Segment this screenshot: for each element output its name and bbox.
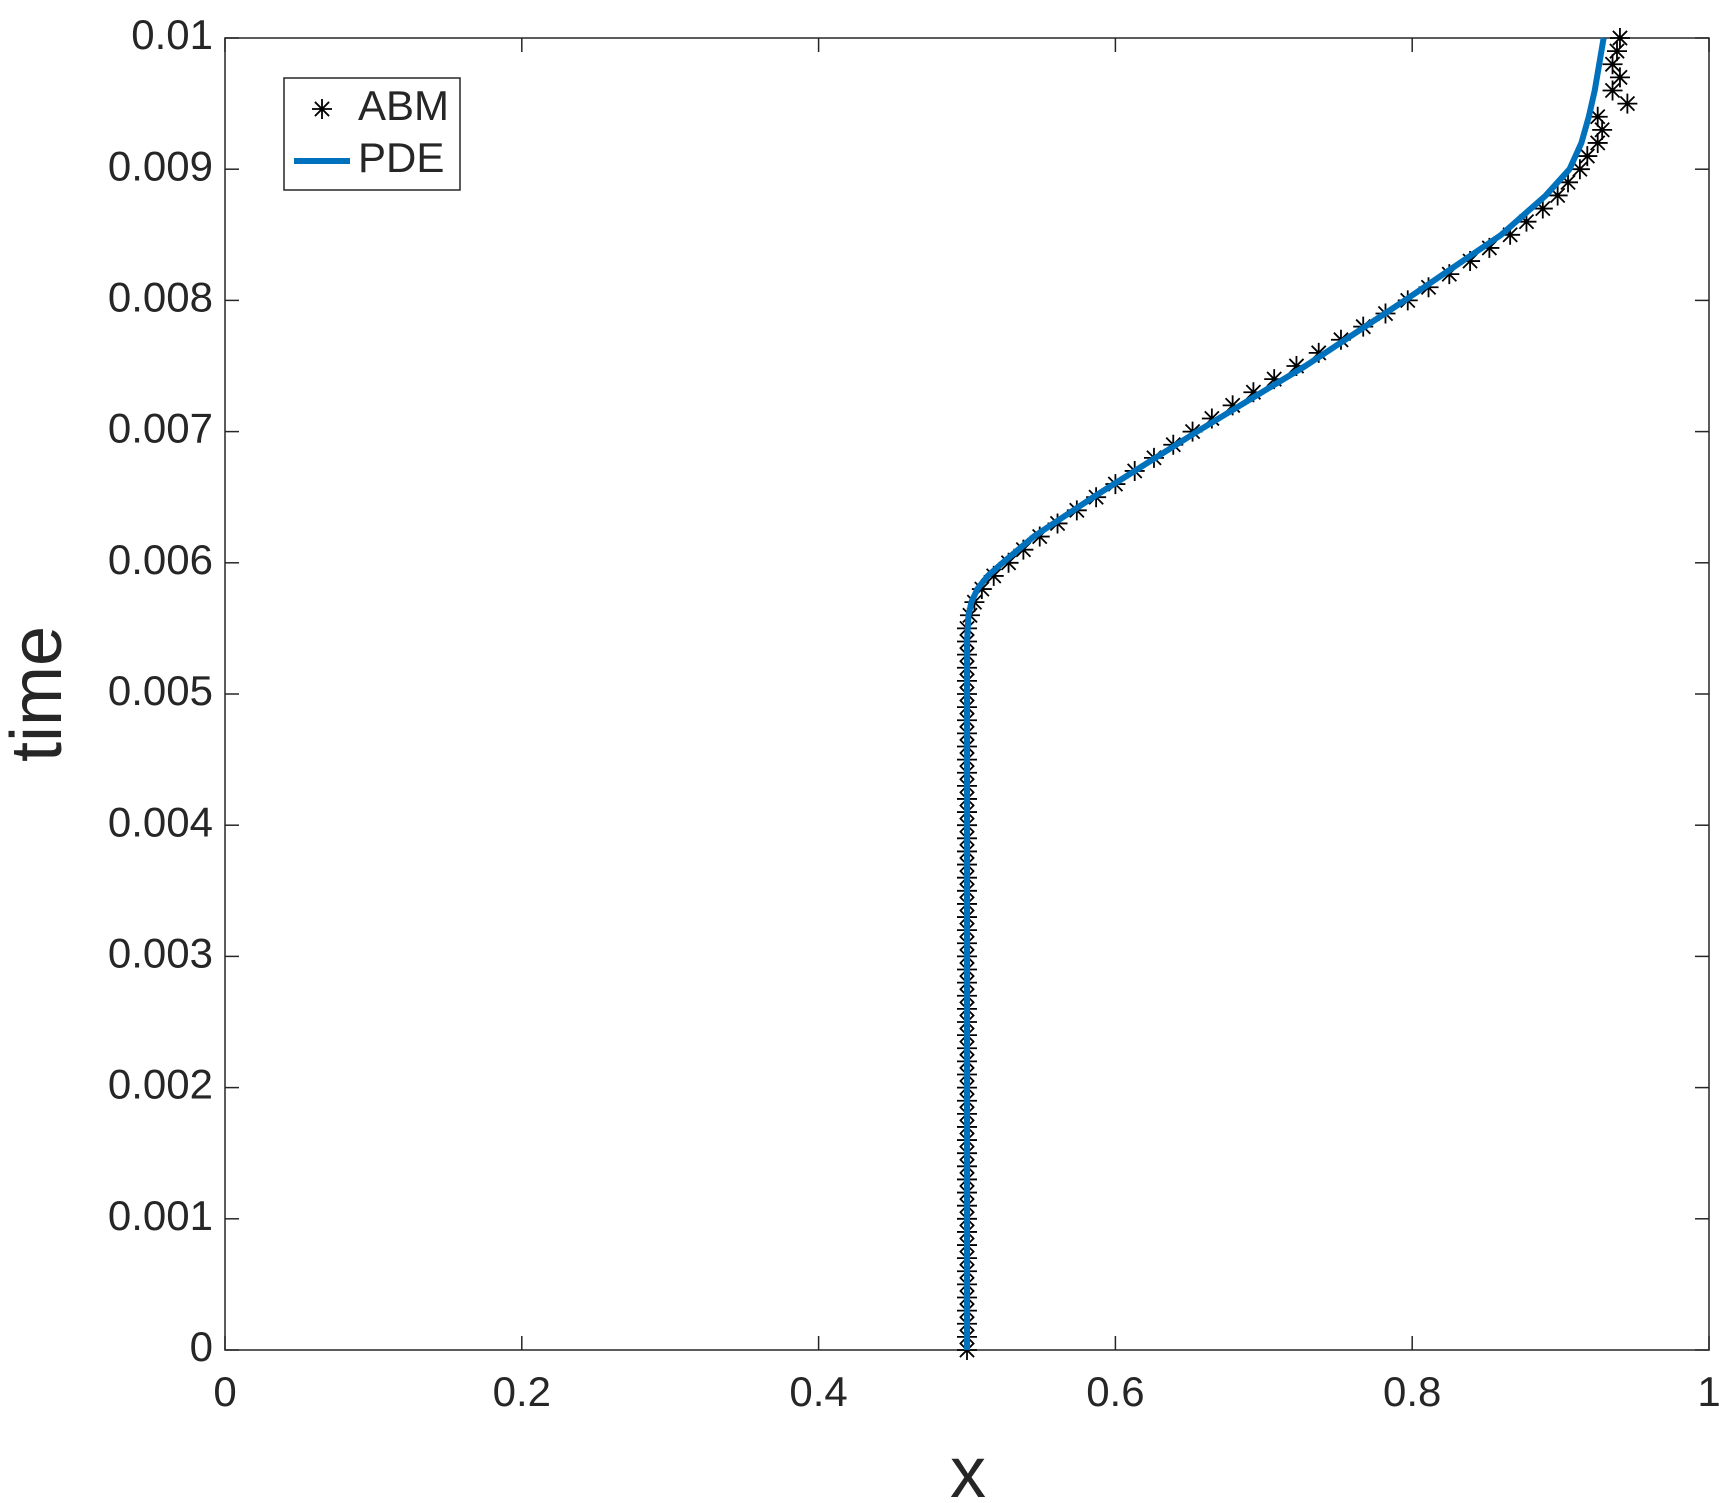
- x-tick-label: 1: [1697, 1368, 1719, 1415]
- y-tick-label: 0.007: [108, 405, 213, 452]
- abm-marker: [1617, 93, 1638, 114]
- abm-marker: [971, 579, 992, 600]
- abm-marker: [1547, 185, 1568, 206]
- abm-marker: [983, 565, 1004, 586]
- abm-marker: [1569, 159, 1590, 180]
- y-tick-label: 0: [190, 1323, 213, 1370]
- x-tick-label: 0.8: [1383, 1368, 1441, 1415]
- abm-marker: [1587, 132, 1608, 153]
- abm-marker: [1460, 251, 1481, 272]
- abm-marker: [998, 552, 1019, 573]
- legend: ABM PDE: [283, 77, 461, 191]
- legend-box: [283, 77, 461, 191]
- abm-marker: [1479, 237, 1500, 258]
- abm-marker: [1532, 198, 1553, 219]
- y-axis-label: time: [0, 626, 77, 762]
- abm-marker: [1587, 106, 1608, 127]
- x-tick-label: 0.4: [789, 1368, 847, 1415]
- abm-marker: [1308, 342, 1329, 363]
- abm-marker: [1577, 146, 1598, 167]
- abm-marker: [1609, 67, 1630, 88]
- y-tick-label: 0.006: [108, 536, 213, 583]
- abm-marker: [1592, 119, 1613, 140]
- pde-line: [964, 37, 1607, 1350]
- x-tick-label: 0: [213, 1368, 236, 1415]
- abm-marker: [1500, 224, 1521, 245]
- legend-label: PDE: [358, 134, 444, 181]
- x-axis-label: x: [950, 1433, 986, 1503]
- abm-marker: [1243, 382, 1264, 403]
- abm-marker: [1013, 539, 1034, 560]
- abm-marker: [1201, 408, 1222, 429]
- y-tick-label: 0.001: [108, 1192, 213, 1239]
- abm-marker: [1609, 28, 1630, 48]
- abm-marker: [1439, 264, 1460, 285]
- y-tick-label: 0.005: [108, 667, 213, 714]
- abm-marker: [1222, 395, 1243, 416]
- x-tick-label: 0.6: [1086, 1368, 1144, 1415]
- abm-marker: [1029, 526, 1050, 547]
- y-tick-label: 0.004: [108, 798, 213, 845]
- y-tick-label: 0.009: [108, 142, 213, 189]
- abm-marker: [1558, 172, 1579, 193]
- x-tick-label: 0.2: [493, 1368, 551, 1415]
- abm-marker: [1286, 356, 1307, 376]
- abm-marker: [1264, 369, 1285, 390]
- y-tick-label: 0.008: [108, 273, 213, 320]
- legend-label: ABM: [358, 82, 449, 129]
- abm-marker: [1602, 54, 1623, 75]
- y-tick-label: 0.01: [131, 11, 213, 58]
- legend-swatch: [312, 99, 332, 119]
- y-tick-label: 0.003: [108, 929, 213, 976]
- abm-marker: [1602, 80, 1623, 101]
- y-tick-label: 0.002: [108, 1061, 213, 1108]
- abm-marker: [1516, 211, 1537, 232]
- abm-marker: [1606, 41, 1627, 62]
